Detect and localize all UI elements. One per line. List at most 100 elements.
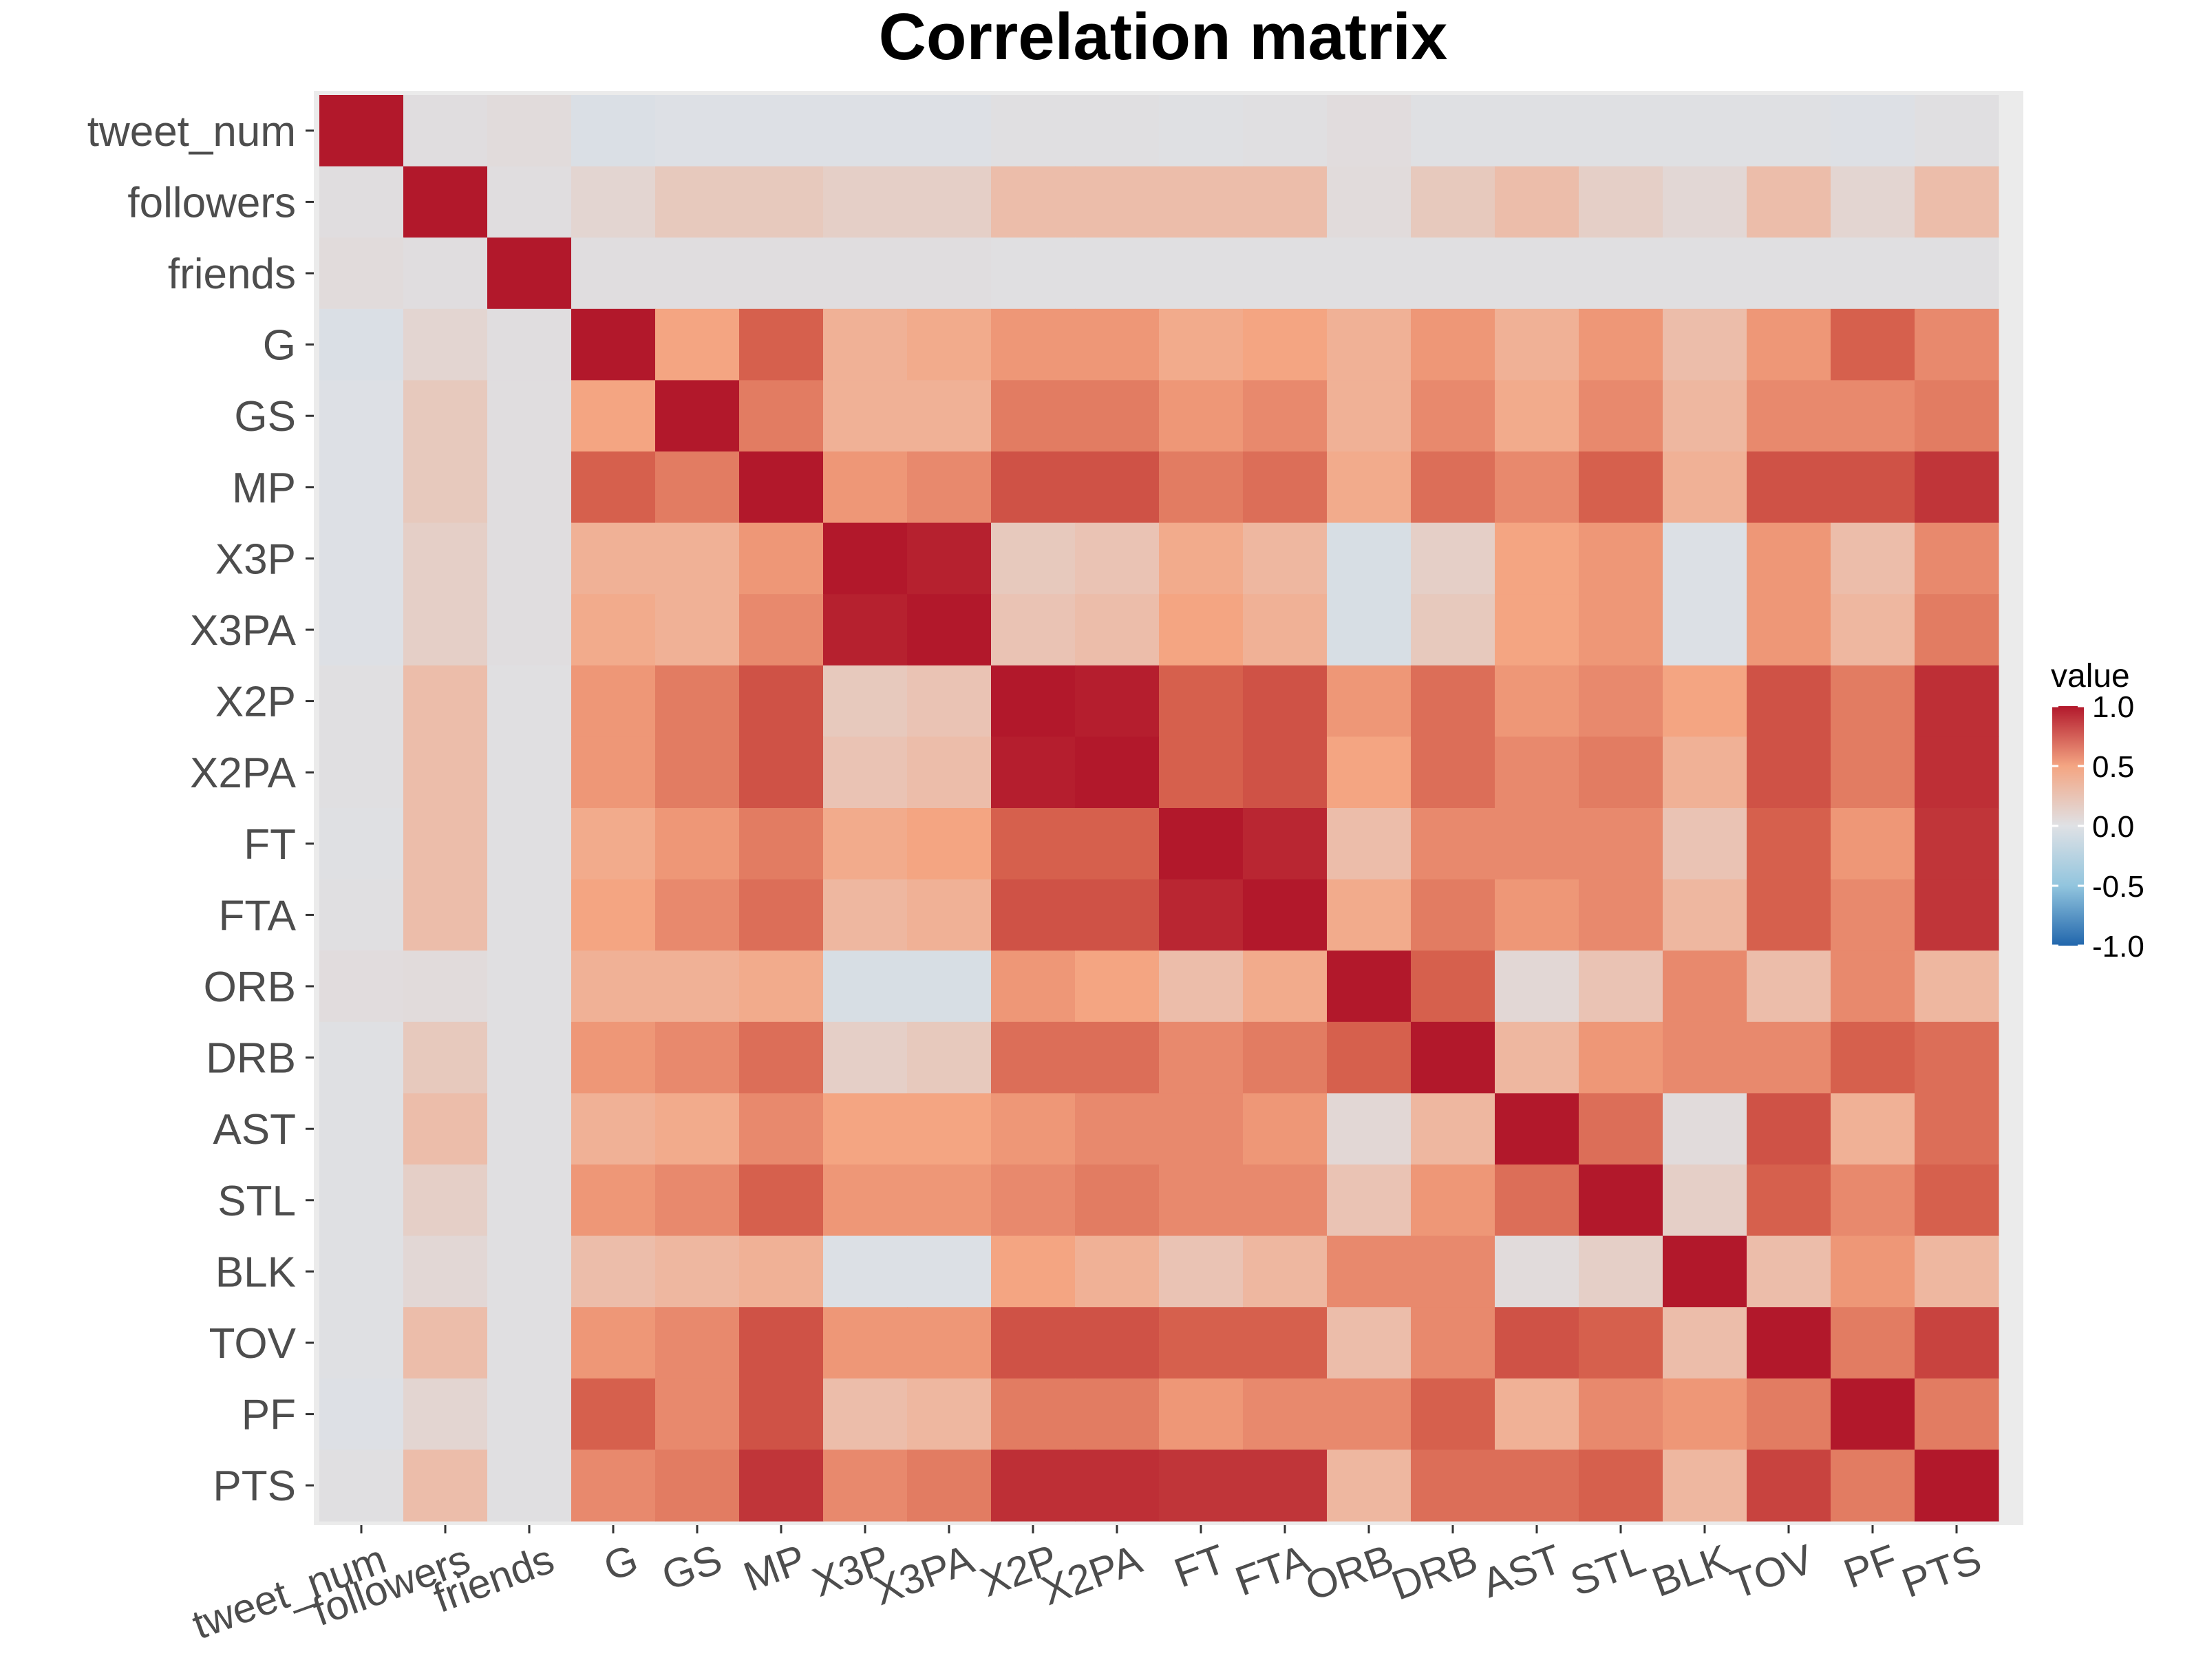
heatmap-cell-followers-X3P [823, 166, 908, 238]
y-tick-label: BLK [215, 1248, 296, 1296]
heatmap-cell-FT-TOV [1747, 808, 1831, 880]
heatmap-cell-X2PA-FT [1159, 736, 1244, 809]
x-tick-label: STL [1564, 1535, 1651, 1605]
heatmap-cell-PF-friends [487, 1378, 572, 1450]
heatmap-cell-PTS-tweet_num [319, 1449, 404, 1522]
heatmap-cell-FTA-X2P [991, 879, 1076, 951]
heatmap-cell-STL-X3P [823, 1165, 908, 1237]
heatmap-cell-friends-G [571, 237, 656, 310]
heatmap-cell-tweet_num-GS [655, 95, 740, 167]
heatmap-cell-G-STL [1579, 308, 1663, 381]
heatmap-cell-GS-GS [655, 380, 740, 452]
heatmap-cell-FTA-MP [739, 879, 824, 951]
heatmap-cell-AST-BLK [1663, 1093, 1747, 1165]
heatmap-cell-ORB-STL [1579, 950, 1663, 1023]
heatmap-cell-ORB-AST [1495, 950, 1579, 1023]
heatmap-cell-X3PA-ORB [1327, 594, 1412, 666]
heatmap-cell-ORB-X2PA [1075, 950, 1160, 1023]
heatmap-cell-X2P-X2PA [1075, 665, 1160, 737]
heatmap-cell-tweet_num-FTA [1243, 95, 1328, 167]
heatmap-cell-X3P-X2PA [1075, 522, 1160, 595]
heatmap-cell-ORB-FTA [1243, 950, 1328, 1023]
heatmap-cell-MP-PF [1831, 451, 1915, 524]
heatmap-cell-X2PA-X3P [823, 736, 908, 809]
heatmap-cell-X3PA-MP [739, 594, 824, 666]
heatmap-cell-ORB-PF [1831, 950, 1915, 1023]
heatmap-cell-AST-FTA [1243, 1093, 1328, 1165]
heatmap-cell-BLK-G [571, 1235, 656, 1308]
heatmap-cell-STL-STL [1579, 1165, 1663, 1237]
heatmap-cell-DRB-STL [1579, 1021, 1663, 1094]
heatmap-cell-PF-ORB [1327, 1378, 1412, 1450]
heatmap-cell-DRB-FTA [1243, 1021, 1328, 1094]
heatmap-cell-AST-PTS [1915, 1093, 1999, 1165]
heatmap-cell-tweet_num-DRB [1411, 95, 1495, 167]
legend-tick-label: -1.0 [2092, 930, 2144, 964]
heatmap-cell-G-followers [403, 308, 488, 381]
heatmap-cell-followers-STL [1579, 166, 1663, 238]
heatmap-cell-FT-X3P [823, 808, 908, 880]
heatmap-cell-ORB-DRB [1411, 950, 1495, 1023]
heatmap-cell-TOV-followers [403, 1307, 488, 1379]
heatmap-cell-FT-followers [403, 808, 488, 880]
heatmap-cell-BLK-friends [487, 1235, 572, 1308]
heatmap-cell-X2P-friends [487, 665, 572, 737]
heatmap-cell-PTS-X3PA [907, 1449, 992, 1522]
legend-tick-label: 1.0 [2092, 690, 2134, 724]
heatmap-cell-X2PA-AST [1495, 736, 1579, 809]
heatmap-cell-X2P-BLK [1663, 665, 1747, 737]
heatmap-cell-X2PA-X2PA [1075, 736, 1160, 809]
heatmap-cell-GS-X2P [991, 380, 1076, 452]
heatmap-cell-DRB-AST [1495, 1021, 1579, 1094]
y-tick-label: FTA [219, 892, 297, 939]
heatmap-cell-X3P-tweet_num [319, 522, 404, 595]
heatmap-cell-X3P-X3P [823, 522, 908, 595]
heatmap-cell-GS-PF [1831, 380, 1915, 452]
heatmap-cell-tweet_num-tweet_num [319, 95, 404, 167]
heatmap-cell-MP-FT [1159, 451, 1244, 524]
heatmap-cell-TOV-BLK [1663, 1307, 1747, 1379]
heatmap-cell-X3P-X2P [991, 522, 1076, 595]
heatmap-cell-X3PA-friends [487, 594, 572, 666]
heatmap-cell-FTA-PTS [1915, 879, 1999, 951]
heatmap-cell-MP-X3P [823, 451, 908, 524]
heatmap-cell-PF-DRB [1411, 1378, 1495, 1450]
heatmap-cell-followers-PF [1831, 166, 1915, 238]
heatmap-cell-PF-followers [403, 1378, 488, 1450]
heatmap-cell-ORB-G [571, 950, 656, 1023]
heatmap-cell-FT-GS [655, 808, 740, 880]
heatmap-cell-STL-friends [487, 1165, 572, 1237]
heatmap-cell-PTS-FT [1159, 1449, 1244, 1522]
heatmap-cell-ORB-followers [403, 950, 488, 1023]
heatmap-cell-GS-X2PA [1075, 380, 1160, 452]
heatmap-cell-G-DRB [1411, 308, 1495, 381]
x-tick-label: X3PA [868, 1535, 980, 1614]
heatmap-cell-BLK-AST [1495, 1235, 1579, 1308]
heatmap-cell-TOV-X3P [823, 1307, 908, 1379]
heatmap-cell-GS-AST [1495, 380, 1579, 452]
heatmap-cell-MP-X2PA [1075, 451, 1160, 524]
x-tick-label: PF [1838, 1535, 1903, 1597]
heatmap-cell-G-PF [1831, 308, 1915, 381]
heatmap-cell-GS-TOV [1747, 380, 1831, 452]
heatmap-cell-ORB-PTS [1915, 950, 1999, 1023]
heatmap-cell-STL-tweet_num [319, 1165, 404, 1237]
heatmap-cell-FT-PTS [1915, 808, 1999, 880]
heatmap-cell-X2PA-X2P [991, 736, 1076, 809]
heatmap-cell-followers-FTA [1243, 166, 1328, 238]
heatmap-cell-GS-MP [739, 380, 824, 452]
heatmap-cell-G-ORB [1327, 308, 1412, 381]
heatmap-cell-GS-FTA [1243, 380, 1328, 452]
heatmap-cell-ORB-friends [487, 950, 572, 1023]
heatmap-cell-MP-DRB [1411, 451, 1495, 524]
heatmap-cell-FT-DRB [1411, 808, 1495, 880]
heatmap-cell-X3PA-PF [1831, 594, 1915, 666]
heatmap-cell-FTA-TOV [1747, 879, 1831, 951]
heatmap-cell-G-FT [1159, 308, 1244, 381]
heatmap-cell-followers-friends [487, 166, 572, 238]
heatmap-cell-DRB-X3P [823, 1021, 908, 1094]
heatmap-cell-PTS-BLK [1663, 1449, 1747, 1522]
heatmap-cell-FTA-G [571, 879, 656, 951]
heatmap-cell-PF-BLK [1663, 1378, 1747, 1450]
